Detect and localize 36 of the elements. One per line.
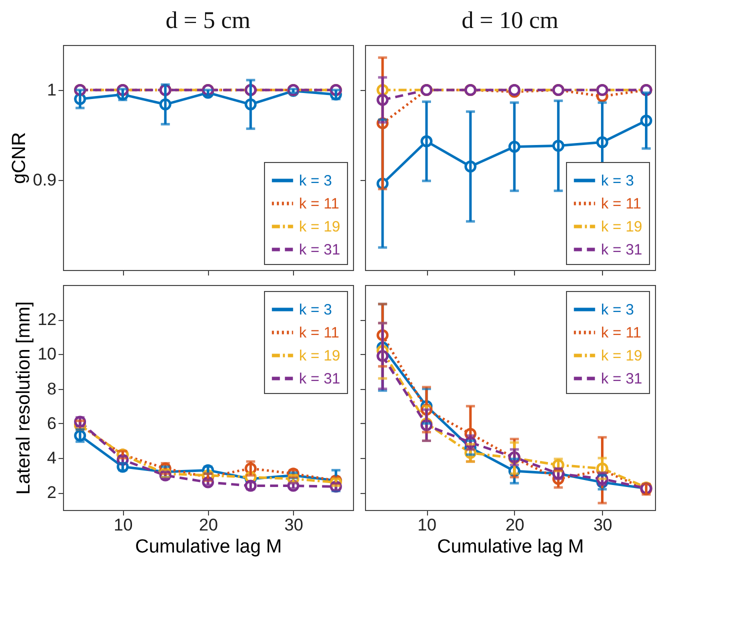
x-axis-title: Cumulative lag M	[437, 536, 584, 558]
y-tick-label: 2	[47, 483, 56, 502]
y-tick-label: 6	[47, 414, 56, 433]
y-tick-label: 0.9	[32, 170, 56, 190]
legend-label: k = 11	[601, 196, 642, 212]
x-tick-label: 30	[593, 516, 612, 534]
legend-label: k = 19	[299, 218, 340, 236]
text: k = 19	[299, 348, 340, 364]
text: k = 11	[601, 324, 642, 342]
x-tick-label: 20	[505, 516, 524, 534]
x-tick-label: 20	[199, 516, 218, 534]
y-axis-title: Lateral resolution [mm]	[14, 301, 35, 495]
legend-label: k = 19	[601, 218, 642, 236]
y-tick-label: 12	[38, 310, 56, 330]
y-tick-label: 4	[47, 448, 56, 468]
y-tick-label: 10	[38, 344, 56, 364]
chart-title: d = 5 cm	[166, 8, 251, 34]
x-axis-title: Cumulative lag M	[135, 536, 282, 558]
text: k = 3	[601, 302, 634, 318]
x-tick-label: 10	[114, 516, 133, 534]
legend-label: k = 31	[299, 242, 340, 258]
legend-label: k = 3	[299, 172, 332, 190]
legend-label: k = 11	[299, 196, 340, 212]
text: k = 11	[299, 324, 340, 342]
x-tick-label: 30	[284, 516, 304, 534]
legend-label: k = 31	[601, 242, 642, 258]
text: k = 31	[299, 370, 340, 388]
legend-label: k = 31	[601, 370, 642, 388]
legend-label: k = 3	[601, 172, 634, 190]
x-tick-label: 10	[418, 516, 436, 534]
text: k = 19	[601, 348, 642, 364]
y-tick-label: 1	[47, 80, 56, 100]
chart-title: d = 10 cm	[462, 8, 559, 34]
y-tick-label: 8	[47, 379, 56, 398]
text: k = 3	[299, 302, 332, 318]
y-axis-title: gCNR	[8, 132, 30, 184]
